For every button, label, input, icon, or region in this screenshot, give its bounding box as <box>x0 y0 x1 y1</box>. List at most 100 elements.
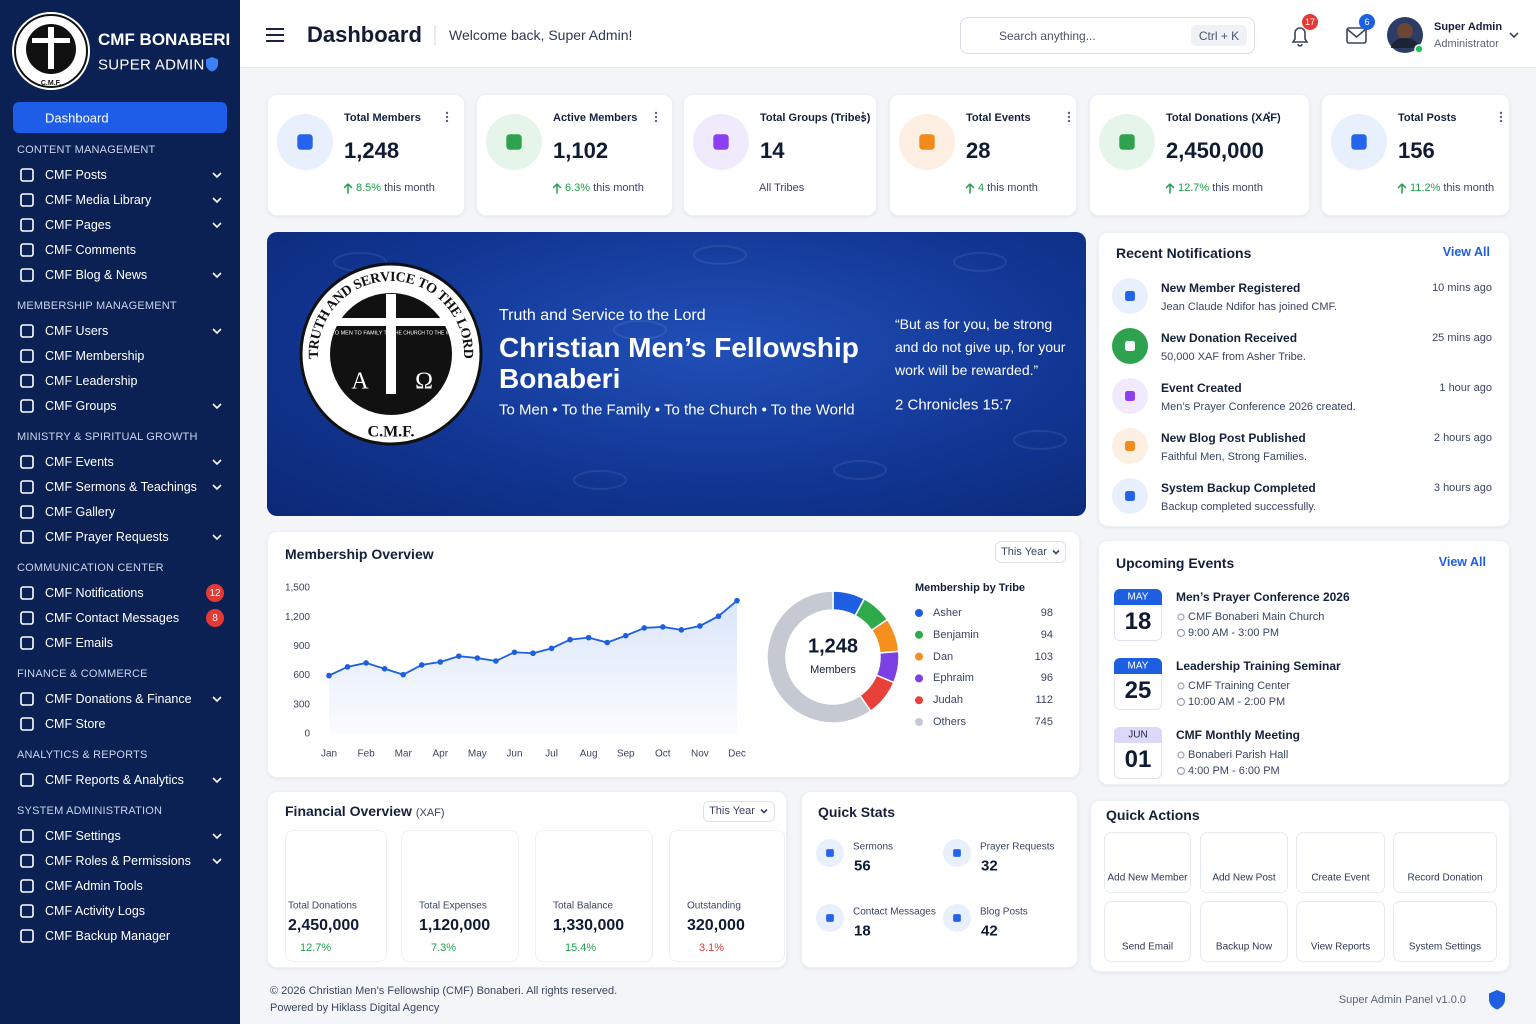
quick-stat-value: 32 <box>981 857 998 875</box>
quick-action-label[interactable]: Send Email <box>1121 941 1174 953</box>
nav-label[interactable]: CMF Activity Logs <box>45 904 146 918</box>
quick-action[interactable] <box>1296 901 1385 962</box>
nav-item-active[interactable] <box>13 102 227 133</box>
legend-swatch <box>915 609 923 617</box>
shield-icon <box>206 57 218 72</box>
stat-icon <box>713 134 729 150</box>
legend-value: 96 <box>1040 672 1053 685</box>
nav-label[interactable]: CMF Leadership <box>45 374 138 388</box>
event-title[interactable]: Leadership Training Seminar <box>1176 659 1341 673</box>
x-tick-label: Oct <box>655 749 671 760</box>
nav-label[interactable]: CMF Roles & Permissions <box>45 854 191 868</box>
quick-action[interactable] <box>1200 901 1288 962</box>
logo-ring <box>14 14 88 88</box>
finance-item <box>401 830 519 962</box>
quick-action-label[interactable]: System Settings <box>1408 941 1482 953</box>
notification-icon <box>1125 291 1135 301</box>
menu-dot <box>1499 119 1503 123</box>
quick-action[interactable] <box>1393 832 1497 893</box>
event-title[interactable]: CMF Monthly Meeting <box>1176 728 1300 742</box>
nav-label[interactable]: CMF Groups <box>45 399 117 413</box>
nav-label[interactable]: CMF Reports & Analytics <box>45 773 184 787</box>
event-month-strip <box>1114 727 1162 743</box>
nav-label[interactable]: CMF Prayer Requests <box>45 530 169 544</box>
logo-cross <box>32 38 70 43</box>
nav-label[interactable]: CMF Posts <box>45 168 107 182</box>
line-point <box>530 650 536 657</box>
event-title[interactable]: Men’s Prayer Conference 2026 <box>1176 590 1350 604</box>
nav-label[interactable]: CMF Store <box>45 717 106 731</box>
notification-time: 2 hours ago <box>1433 432 1492 444</box>
quick-action[interactable] <box>1393 901 1497 962</box>
quick-action[interactable] <box>1104 832 1191 893</box>
stat-label: Active Members <box>553 112 638 124</box>
banner-title: Christian Men’s Fellowship Bonaberi <box>499 332 859 394</box>
nav-label[interactable]: CMF Contact Messages <box>45 611 180 625</box>
x-tick-label: Sep <box>617 749 635 760</box>
line-point <box>437 659 444 665</box>
banner-subtitle: Truth and Service to the Lord <box>499 307 706 324</box>
chevron-icon <box>1052 549 1060 555</box>
nav-icon <box>20 455 34 469</box>
legend-label: Ephraim <box>933 672 974 685</box>
nav-group-title: MEMBERSHIP MANAGEMENT <box>17 300 177 312</box>
quick-action-label[interactable]: Create Event <box>1311 872 1370 884</box>
quick-action-label[interactable]: View Reports <box>1310 941 1371 953</box>
arrow-up-icon <box>1165 182 1175 194</box>
quick-action-label[interactable]: Backup Now <box>1215 941 1273 953</box>
nav-label[interactable]: CMF Membership <box>45 349 145 363</box>
nav-icon <box>20 586 34 600</box>
nav-label[interactable]: CMF Media Library <box>45 193 152 207</box>
quick-action-label[interactable]: Add New Post <box>1212 872 1276 884</box>
event-time: 4:00 PM - 6:00 PM <box>1188 765 1280 777</box>
banner-pattern <box>953 252 1007 272</box>
filter-label: This Year <box>1001 546 1047 558</box>
nav-label[interactable]: CMF Users <box>45 324 109 338</box>
event-time: 10:00 AM - 2:00 PM <box>1188 696 1286 708</box>
chevron-icon <box>212 777 222 784</box>
nav-icon <box>20 399 34 413</box>
quick-action[interactable] <box>1104 901 1191 962</box>
notification-time: 1 hour ago <box>1439 382 1492 394</box>
nav-label[interactable]: CMF Notifications <box>45 586 144 600</box>
view-all-link[interactable]: View All <box>1442 245 1490 259</box>
chevron-icon <box>212 833 222 840</box>
legend-swatch <box>915 674 923 683</box>
nav-icon <box>20 904 34 918</box>
nav-label[interactable]: CMF Gallery <box>45 505 116 519</box>
nav-label[interactable]: CMF Pages <box>45 218 111 232</box>
legend-value: 112 <box>1035 694 1053 707</box>
nav-label[interactable]: CMF Donations & Finance <box>45 692 192 706</box>
page-title: Dashboard <box>307 22 422 47</box>
nav-label[interactable]: CMF Admin Tools <box>45 879 143 893</box>
nav-label[interactable]: CMF Backup Manager <box>45 929 171 943</box>
nav-label[interactable]: CMF Blog & News <box>45 268 148 282</box>
nav-label[interactable]: CMF Sermons & Teachings <box>45 480 197 494</box>
filter-select[interactable] <box>703 801 775 822</box>
line-point <box>734 597 740 604</box>
view-all-link[interactable]: View All <box>1438 555 1486 569</box>
nav-label[interactable]: CMF Comments <box>45 243 136 257</box>
legend-value: 745 <box>1034 716 1053 728</box>
chevron-icon <box>212 222 222 229</box>
nav-label[interactable]: CMF Events <box>45 455 114 469</box>
menu-dot <box>654 111 658 115</box>
notification-count: 17 <box>1305 17 1315 27</box>
quick-action-label[interactable]: Record Donation <box>1407 872 1483 884</box>
line-point <box>567 636 573 643</box>
filter-select[interactable] <box>995 541 1066 563</box>
menu-dot <box>861 115 865 119</box>
line-point <box>456 653 462 659</box>
quick-stat-icon <box>953 849 961 857</box>
nav-label[interactable]: CMF Emails <box>45 636 114 650</box>
nav-badge-count: 12 <box>209 588 221 599</box>
nav-label[interactable]: CMF Settings <box>45 829 121 843</box>
menu-dot <box>1267 115 1271 119</box>
nav-icon <box>20 692 34 706</box>
quick-action[interactable] <box>1200 832 1288 893</box>
quick-action-label[interactable]: Add New Member <box>1107 872 1188 884</box>
notification-time: 25 mins ago <box>1432 332 1492 344</box>
quick-action[interactable] <box>1296 832 1385 893</box>
card-title: Membership Overview <box>285 546 434 562</box>
stat-value: 28 <box>966 138 991 163</box>
